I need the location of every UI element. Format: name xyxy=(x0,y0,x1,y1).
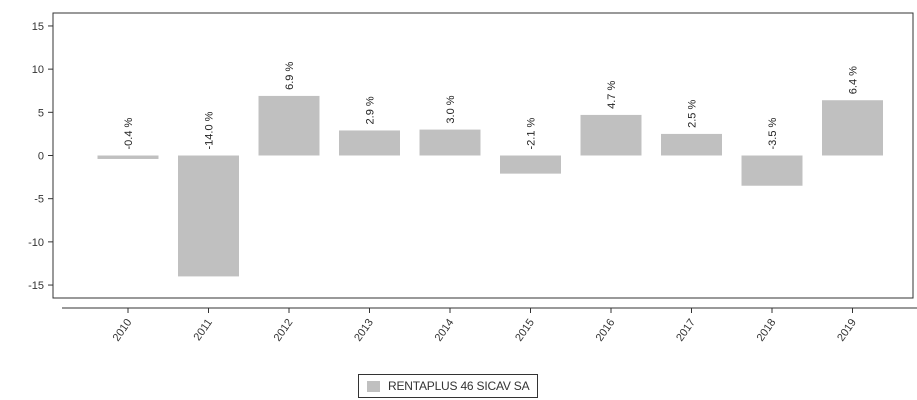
x-tick-label: 2011 xyxy=(192,317,215,343)
bar xyxy=(500,155,561,174)
data-label: 3.0 % xyxy=(445,95,457,123)
x-tick-label: 2018 xyxy=(755,317,779,344)
data-label: -14.0 % xyxy=(204,111,216,149)
legend-swatch xyxy=(367,380,380,392)
x-tick-label: 2017 xyxy=(674,317,698,344)
data-label: 2.5 % xyxy=(687,100,699,128)
data-label: -3.5 % xyxy=(767,117,779,149)
bar xyxy=(661,133,722,156)
y-tick-label: 15 xyxy=(32,21,44,33)
x-axis: 2010 2011 2012 2013 2014 2015 2016 2017 2018 2019 xyxy=(62,307,917,344)
data-label: 6.4 % xyxy=(848,66,860,94)
bar xyxy=(580,114,642,156)
x-tick-label: 2012 xyxy=(272,317,296,344)
y-tick-label: 10 xyxy=(32,64,44,76)
bar xyxy=(419,129,481,156)
data-labels: -0.4 % -14.0 % 6.9 % 2.9 % 3.0 % -2.1 % 4.7 % 2… xyxy=(123,62,860,150)
y-tick-label: 0 xyxy=(38,151,44,163)
y-tick-label: -5 xyxy=(34,194,44,206)
bar-series xyxy=(97,95,883,277)
data-label: -0.4 % xyxy=(123,117,135,149)
bar xyxy=(97,155,159,159)
bar xyxy=(339,130,400,156)
data-label: 6.9 % xyxy=(284,62,296,90)
legend: RENTAPLUS 46 SICAV SA xyxy=(358,374,539,398)
y-tick-label: 5 xyxy=(38,107,44,119)
legend-label: RENTAPLUS 46 SICAV SA xyxy=(388,379,530,393)
data-label: 2.9 % xyxy=(365,96,377,124)
x-tick-label: 2014 xyxy=(433,317,457,344)
x-tick-label: 2015 xyxy=(513,317,537,344)
bar xyxy=(258,95,320,156)
bar xyxy=(822,100,883,156)
y-axis: 15 10 5 0 -5 -10 -15 xyxy=(28,21,53,292)
data-label: 4.7 % xyxy=(606,81,618,109)
bar xyxy=(741,155,803,186)
data-label: -2.1 % xyxy=(526,117,538,149)
y-tick-label: -10 xyxy=(28,237,44,249)
y-tick-label: -15 xyxy=(28,280,44,292)
x-tick-label: 2013 xyxy=(352,317,376,344)
x-tick-label: 2016 xyxy=(594,317,618,344)
x-tick-label: 2019 xyxy=(835,317,859,344)
x-tick-label: 2010 xyxy=(111,317,135,344)
bar xyxy=(178,155,239,277)
